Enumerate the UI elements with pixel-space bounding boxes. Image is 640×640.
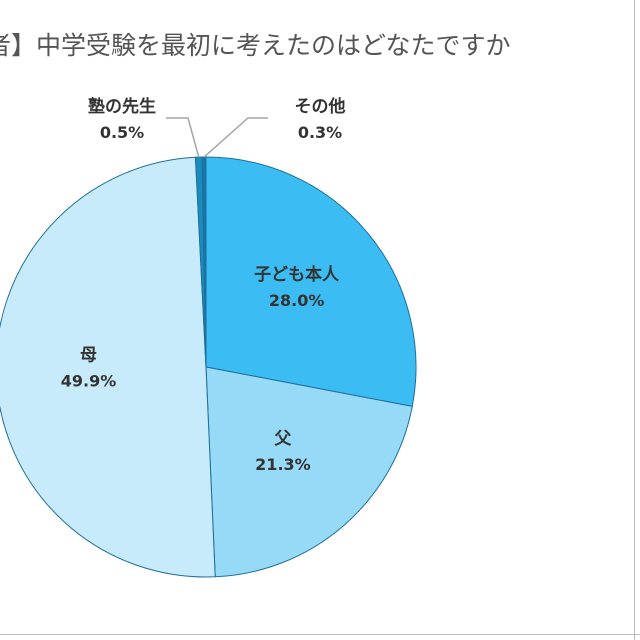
leader-line-cram-teacher — [166, 117, 200, 158]
value-child-self: 28.0% — [269, 291, 325, 310]
label-other: その他 — [295, 96, 346, 117]
value-cram-teacher: 0.5% — [100, 123, 144, 142]
value-other: 0.3% — [298, 123, 342, 142]
frame-right-edge — [634, 0, 635, 640]
frame-bottom-edge — [0, 634, 640, 635]
label-cram-teacher: 塾の先生 — [88, 96, 156, 117]
label-child-self: 子ども本人 — [254, 264, 340, 285]
value-mother: 49.9% — [61, 372, 117, 391]
leader-line-other — [203, 117, 268, 158]
slice-child-self — [205, 156, 417, 407]
value-father: 21.3% — [255, 455, 311, 474]
label-mother: 母 — [80, 346, 97, 366]
slice-father — [205, 366, 413, 578]
label-father: 父 — [273, 429, 292, 449]
chart-title: 者】中学受験を最初に考えたのはどなたですか — [0, 31, 511, 60]
slice-mother — [0, 156, 216, 578]
